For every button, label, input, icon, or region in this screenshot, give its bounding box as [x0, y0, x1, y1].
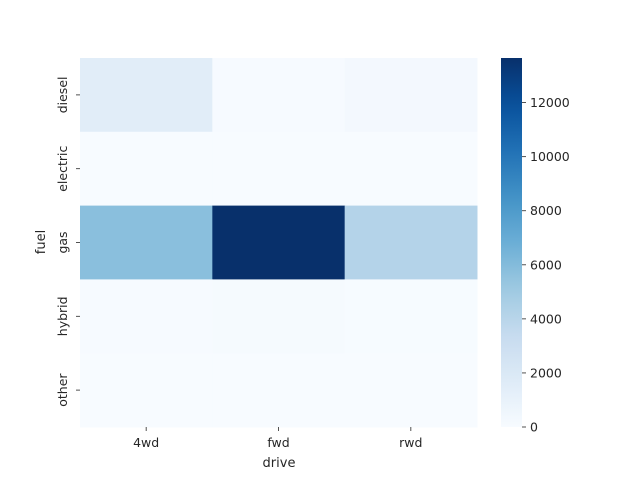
- colorbar-tick-label: 2000: [530, 365, 562, 380]
- y-tick-label: gas: [55, 231, 70, 253]
- heatmap-cell-electric-4wd: [80, 131, 213, 207]
- colorbar-tick-label: 8000: [530, 203, 562, 218]
- heatmap-cell-diesel-rwd: [344, 58, 478, 133]
- x-tick-label: fwd: [267, 435, 289, 450]
- heatmap-cells: [80, 58, 478, 428]
- x-tick-label: 4wd: [133, 435, 159, 450]
- x-tick-label: rwd: [399, 435, 422, 450]
- colorbar: 0 2000 4000 6000 8000 10000 12000: [501, 58, 570, 435]
- y-tick-label: electric: [55, 146, 70, 192]
- colorbar-tick-label: 12000: [530, 95, 570, 110]
- y-axis-label: fuel: [34, 230, 49, 254]
- heatmap-cell-hybrid-rwd: [344, 279, 478, 354]
- y-tick-label: diesel: [55, 77, 70, 114]
- heatmap-cell-diesel-4wd: [80, 58, 213, 133]
- colorbar-tick-label: 0: [530, 420, 538, 435]
- y-tick-label: other: [55, 373, 70, 407]
- heatmap-cell-other-rwd: [344, 353, 478, 428]
- colorbar-ticks: 0 2000 4000 6000 8000 10000 12000: [522, 95, 570, 435]
- heatmap-cell-diesel-fwd: [212, 58, 346, 133]
- x-tick-labels: 4wd fwd rwd: [133, 427, 422, 450]
- heatmap-cell-electric-rwd: [344, 131, 478, 207]
- colorbar-gradient: [501, 58, 522, 427]
- heatmap-cell-gas-4wd: [80, 205, 213, 280]
- heatmap-cell-other-fwd: [212, 353, 346, 428]
- colorbar-tick-label: 10000: [530, 149, 570, 164]
- colorbar-tick-label: 4000: [530, 311, 562, 326]
- x-axis-label: drive: [263, 456, 296, 471]
- heatmap-cell-other-4wd: [80, 353, 213, 428]
- heatmap-cell-electric-fwd: [212, 131, 346, 207]
- y-tick-label: hybrid: [55, 296, 70, 336]
- y-tick-labels: diesel electric gas hybrid other: [55, 77, 80, 407]
- heatmap-cell-hybrid-4wd: [80, 279, 213, 354]
- heatmap-cell-hybrid-fwd: [212, 279, 346, 354]
- heatmap-cell-gas-fwd: [212, 205, 346, 280]
- heatmap-cell-gas-rwd: [344, 205, 478, 280]
- colorbar-tick-label: 6000: [530, 257, 562, 272]
